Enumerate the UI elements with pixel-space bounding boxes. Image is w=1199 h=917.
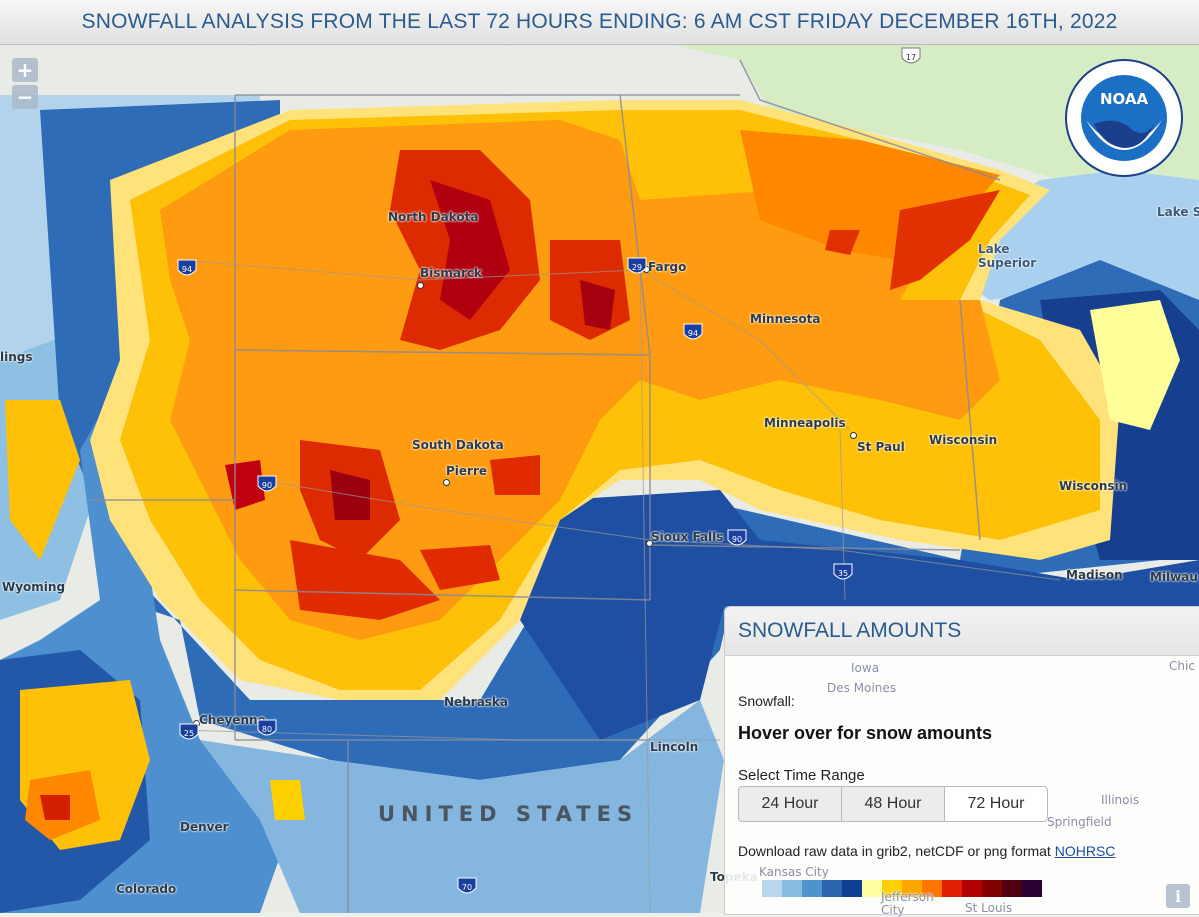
time-range-selector: 24 Hour 48 Hour 72 Hour — [738, 786, 1048, 822]
label-jefferson-city: Jefferson City — [881, 890, 934, 917]
interstate-shield-icon: 80 — [257, 719, 277, 736]
zoom-out-button[interactable]: − — [12, 85, 38, 109]
label-denver: Denver — [180, 820, 229, 834]
legend-swatch — [882, 880, 902, 897]
info-icon[interactable]: i — [1166, 884, 1190, 908]
legend-swatch — [782, 880, 802, 897]
city-dot-st-paul — [850, 432, 857, 439]
legend-swatch — [922, 880, 942, 897]
color-legend — [762, 880, 1042, 897]
page-title: SNOWFALL ANALYSIS FROM THE LAST 72 HOURS… — [0, 0, 1199, 45]
svg-text:90: 90 — [732, 535, 742, 544]
legend-swatch — [982, 880, 1002, 897]
svg-text:80: 80 — [262, 725, 272, 734]
label-united-states: UNITED STATES — [378, 802, 639, 826]
interstate-shield-icon: 94 — [177, 259, 197, 276]
city-dot-bismarck — [417, 282, 424, 289]
legend-swatch — [942, 880, 962, 897]
panel-title: SNOWFALL AMOUNTS — [725, 607, 1199, 656]
legend-swatch — [1002, 880, 1022, 897]
label-des-moines: Des Moines — [827, 681, 896, 695]
range-72-hour-button[interactable]: 72 Hour — [944, 786, 1048, 822]
label-milwaukee: Milwau — [1150, 570, 1198, 584]
label-north-dakota: North Dakota — [388, 210, 479, 224]
label-colorado: Colorado — [116, 882, 177, 896]
legend-swatch — [862, 880, 882, 897]
interstate-shield-icon: 35 — [833, 563, 853, 580]
interstate-shield-icon: 90 — [727, 529, 747, 546]
legend-swatch — [1022, 880, 1042, 897]
snowfall-amounts-panel: SNOWFALL AMOUNTS Iowa Des Moines Chic Il… — [724, 606, 1199, 917]
label-st-paul: St Paul — [857, 440, 905, 454]
label-sioux-falls: Sioux Falls — [651, 530, 724, 544]
label-wisconsin-1: Wisconsin — [929, 433, 998, 447]
noaa-logo: NOAA — [1065, 59, 1183, 177]
svg-text:94: 94 — [182, 265, 192, 274]
hover-instructions: Hover over for snow amounts — [738, 723, 993, 743]
svg-text:25: 25 — [184, 729, 194, 738]
svg-text:NOAA: NOAA — [1100, 90, 1149, 108]
interstate-shield-icon: 70 — [457, 877, 477, 894]
label-nebraska: Nebraska — [444, 695, 509, 709]
zoom-in-button[interactable]: + — [12, 58, 38, 82]
label-cheyenne: Cheyenne — [199, 713, 266, 727]
city-dot-sioux-falls — [646, 540, 653, 547]
svg-text:94: 94 — [688, 329, 698, 338]
download-note: Download raw data in grib2, netCDF or pn… — [738, 843, 1115, 859]
label-bismarck: Bismarck — [420, 266, 483, 280]
svg-text:29: 29 — [632, 263, 642, 272]
legend-swatch — [822, 880, 842, 897]
svg-text:35: 35 — [838, 569, 848, 578]
label-lincoln: Lincoln — [650, 740, 699, 754]
snowfall-label: Snowfall: — [738, 693, 795, 709]
label-wisconsin-2: Wisconsin — [1059, 479, 1128, 493]
label-south-dakota: South Dakota — [412, 438, 504, 452]
city-dot-pierre — [443, 479, 450, 486]
label-minnesota: Minnesota — [750, 312, 821, 326]
time-range-label: Select Time Range — [738, 767, 865, 784]
label-madison: Madison — [1066, 568, 1123, 582]
label-lake-superior: Lake Superior — [978, 242, 1037, 270]
download-text: Download raw data in grib2, netCDF or pn… — [738, 843, 1051, 859]
nohrsc-link[interactable]: NOHRSC — [1054, 843, 1116, 859]
label-springfield: Springfield — [1047, 815, 1112, 829]
label-chicago: Chic — [1169, 659, 1195, 673]
label-pierre: Pierre — [446, 464, 488, 478]
interstate-shield-icon: 90 — [257, 475, 277, 492]
range-48-hour-button[interactable]: 48 Hour — [841, 786, 945, 822]
svg-text:90: 90 — [262, 481, 272, 490]
legend-swatch — [902, 880, 922, 897]
label-billings: lings — [0, 350, 33, 364]
label-kansas-city: Kansas City — [759, 865, 829, 879]
legend-swatch — [842, 880, 862, 897]
label-minneapolis: Minneapolis — [764, 416, 846, 430]
svg-text:17: 17 — [906, 53, 916, 62]
legend-swatch — [802, 880, 822, 897]
label-illinois: Illinois — [1101, 793, 1140, 807]
svg-text:70: 70 — [462, 883, 472, 892]
legend-swatch — [762, 880, 782, 897]
label-fargo: Fargo — [648, 260, 687, 274]
label-lake-michigan: Lake S — [1157, 205, 1199, 219]
interstate-shield-icon: 29 — [627, 257, 647, 274]
interstate-shield-icon: 25 — [179, 723, 199, 740]
label-st-louis: St Louis — [965, 901, 1013, 915]
highway-shield-icon: 17 — [901, 47, 921, 64]
interstate-shield-icon: 94 — [683, 323, 703, 340]
label-iowa: Iowa — [851, 661, 880, 675]
label-wyoming: Wyoming — [2, 580, 66, 594]
legend-swatch — [962, 880, 982, 897]
range-24-hour-button[interactable]: 24 Hour — [738, 786, 842, 822]
